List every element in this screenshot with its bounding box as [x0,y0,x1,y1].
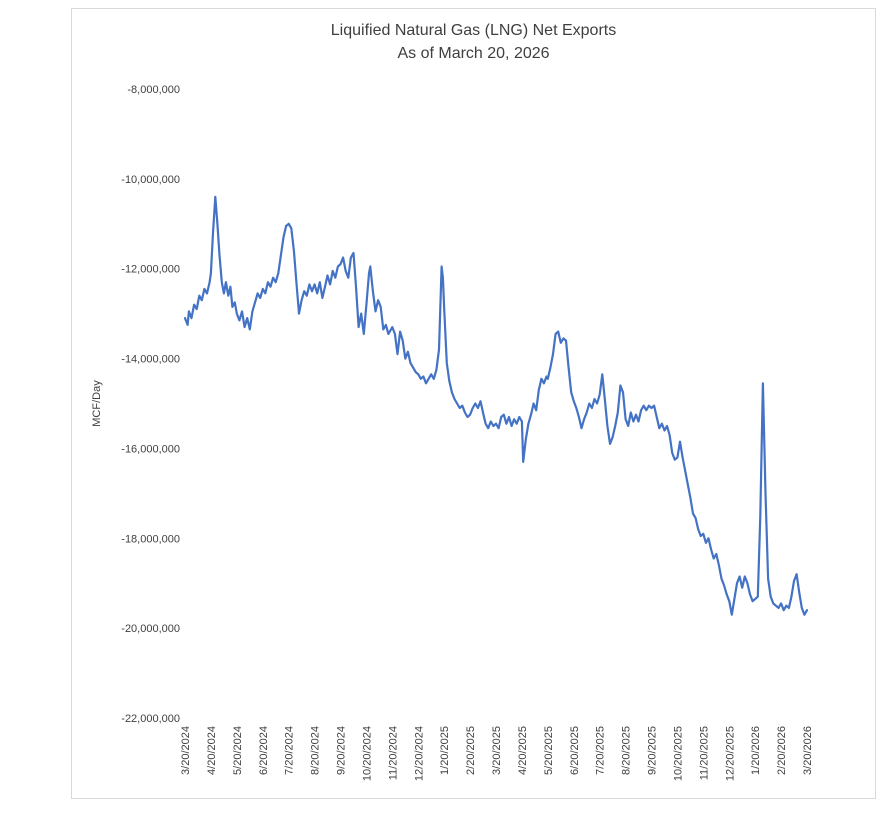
y-axis-tick-label: -22,000,000 [121,713,180,725]
x-axis-tick-label: 7/20/2025 [595,726,607,775]
y-axis-tick-label: -18,000,000 [121,533,180,545]
x-axis-tick-label: 4/20/2024 [206,726,218,775]
y-axis-tick-label: -8,000,000 [127,84,180,96]
y-axis-tick-label: -16,000,000 [121,443,180,455]
chart-title: Liquified Natural Gas (LNG) Net Exports [330,22,617,39]
x-axis-tick-label: 3/20/2026 [802,726,814,775]
series-line [183,195,809,616]
x-axis-tick-label: 7/20/2024 [284,726,296,775]
x-axis-tick-label: 4/20/2025 [517,726,529,775]
x-axis-tick-label: 8/20/2024 [310,726,322,775]
chart-subtitle: As of March 20, 2026 [397,45,550,62]
y-axis-tick-label: -20,000,000 [121,623,180,635]
x-axis-tick-label: 8/20/2025 [621,726,633,775]
x-axis-tick-label: 2/20/2025 [465,726,477,775]
x-axis-tick-label: 9/20/2025 [647,726,659,775]
x-axis-tick-label: 11/20/2025 [698,726,710,780]
chart-frame: Liquified Natural Gas (LNG) Net Exports … [71,8,876,799]
x-axis-tick-label: 10/20/2024 [361,726,373,781]
x-axis-tick-label: 10/20/2025 [672,726,684,781]
x-axis-tick-label: 9/20/2024 [336,726,348,775]
x-axis-tick-label: 6/20/2025 [569,726,581,775]
x-axis-tick-label: 12/20/2024 [413,726,425,781]
x-axis-tick-label: 12/20/2025 [724,726,736,781]
x-axis-tick-label: 3/20/2024 [180,726,192,775]
y-axis-title: MCF/Day [91,380,103,427]
x-axis-tick-label: 2/20/2026 [776,726,788,775]
x-axis-tick-label: 3/20/2025 [491,726,503,775]
y-axis-tick-label: -14,000,000 [121,354,180,366]
x-axis-tick-label: 1/20/2025 [439,726,451,775]
x-axis-tick-label: 5/20/2024 [232,726,244,775]
x-axis-tick-label: 6/20/2024 [258,726,270,775]
y-axis-tick-label: -12,000,000 [121,264,180,276]
x-axis-tick-label: 1/20/2026 [750,726,762,775]
x-axis-tick-label: 5/20/2025 [543,726,555,775]
y-axis-tick-label: -10,000,000 [121,174,180,186]
x-axis-tick-label: 11/20/2024 [387,726,399,780]
